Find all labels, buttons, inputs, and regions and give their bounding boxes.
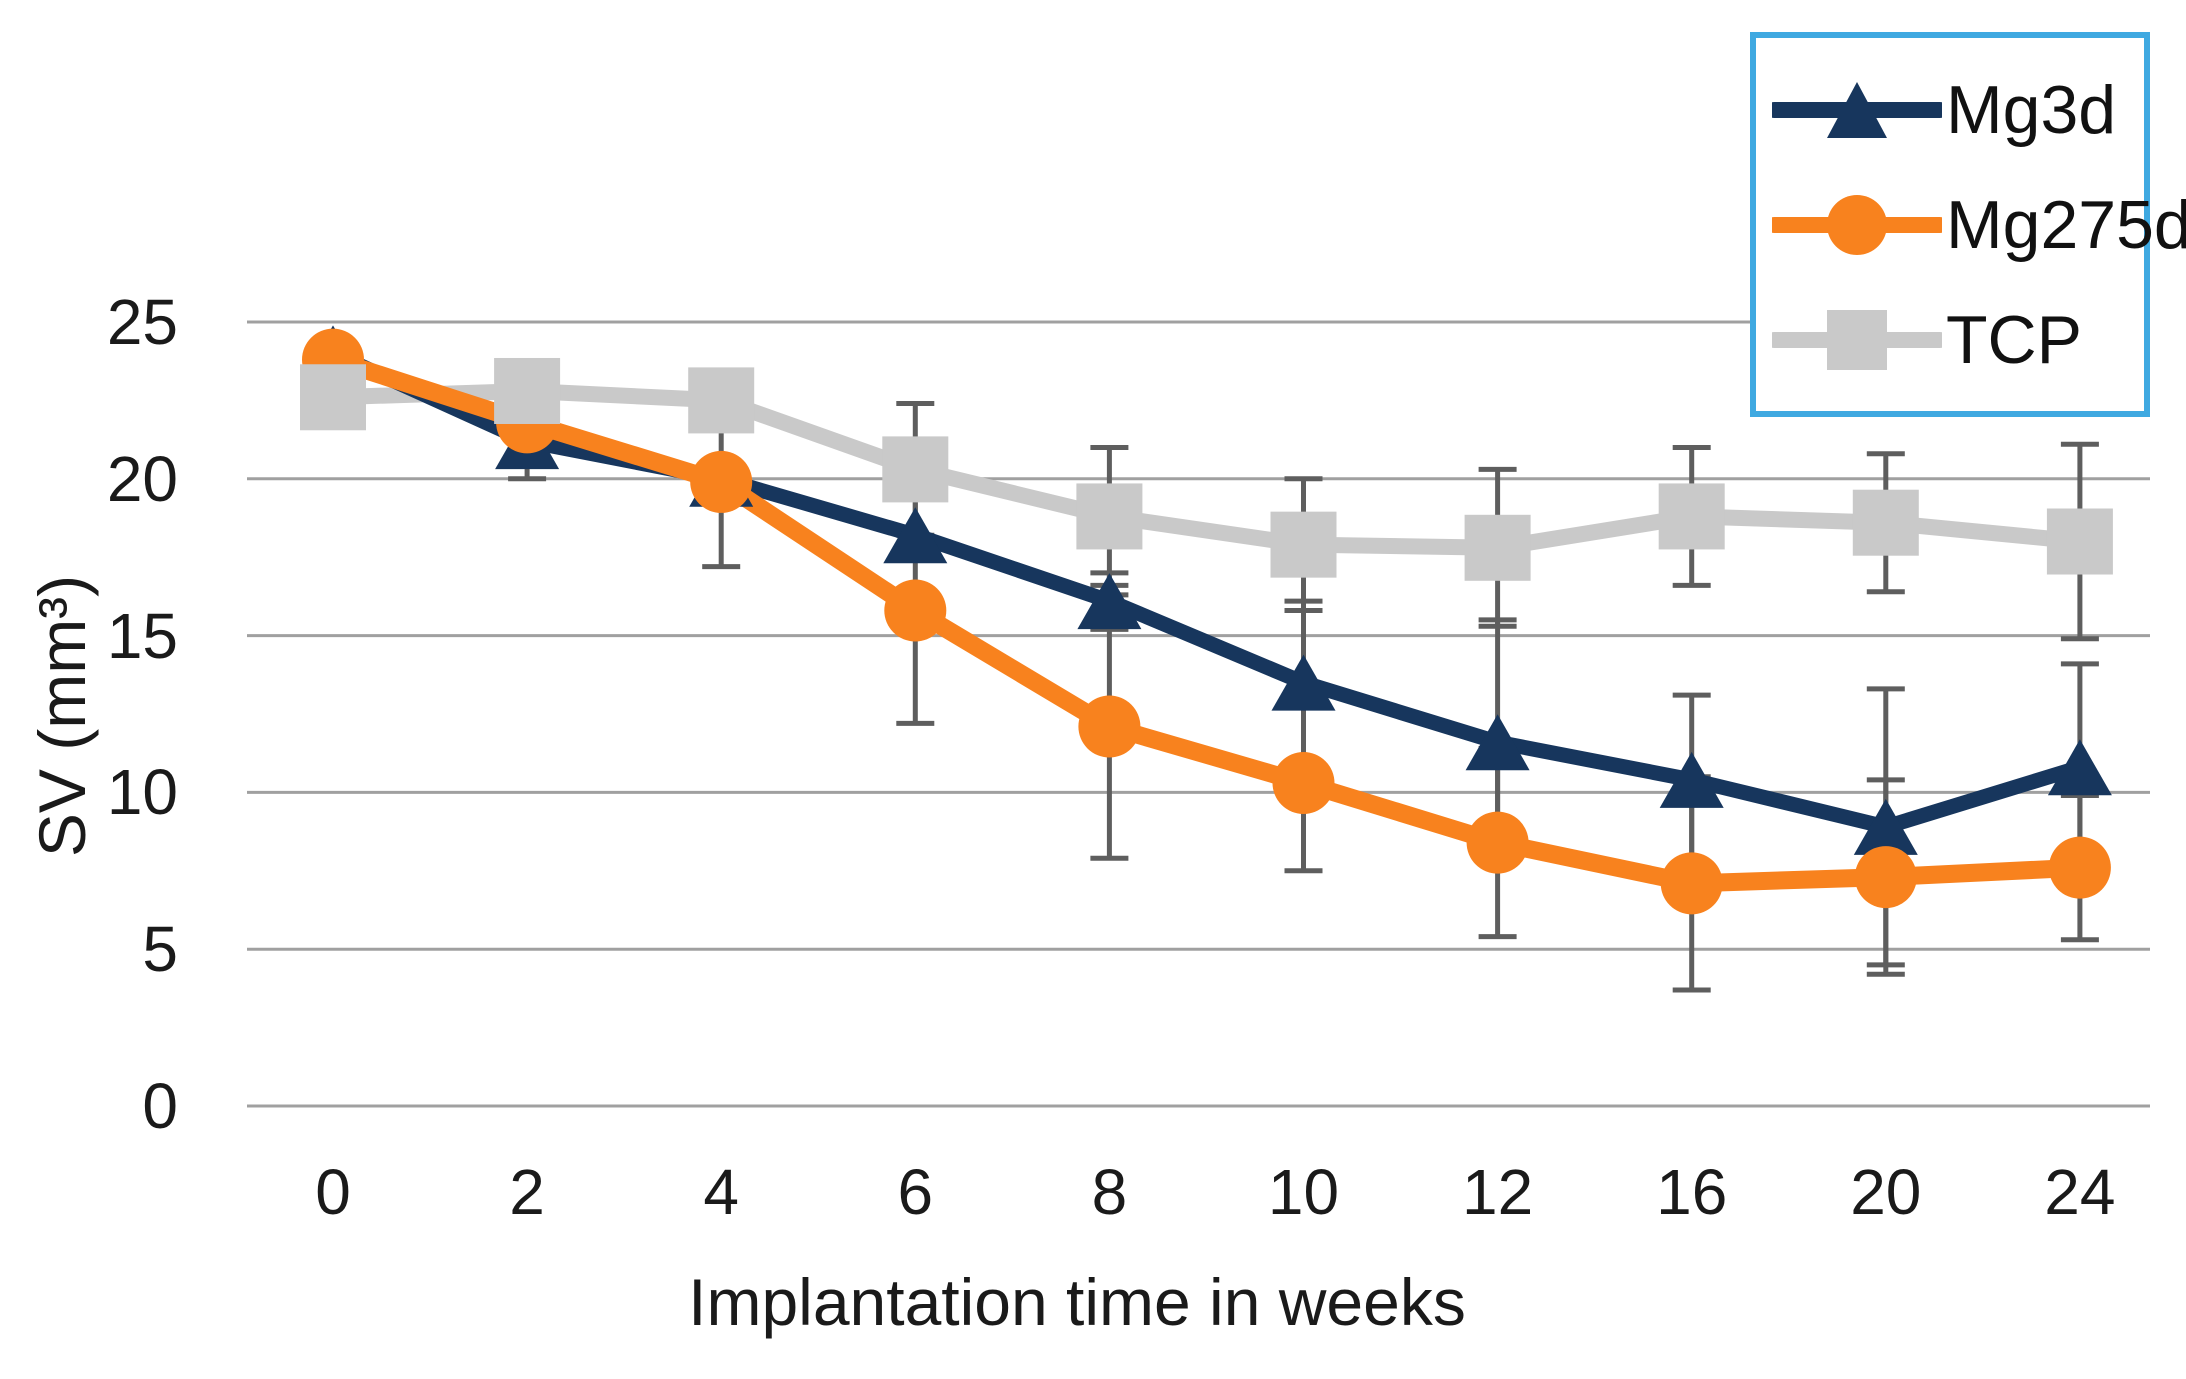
y-tick-label-15: 15 — [106, 599, 178, 672]
gridlines — [247, 320, 2150, 1108]
legend-marker-circle-icon — [1772, 194, 1942, 255]
legend-marker-triangle-icon — [1772, 81, 1942, 138]
series-markers-TCP — [300, 357, 2113, 581]
legend-box: Mg3d Mg275d TCP — [1750, 32, 2186, 417]
series-line-Mg275d — [324, 350, 2089, 893]
marker-TCP-10 — [1270, 511, 1337, 578]
y-tick-label-5: 5 — [142, 913, 178, 986]
marker-Mg275d-10 — [1272, 751, 1335, 814]
marker-Mg275d-12 — [1466, 811, 1529, 874]
x-tick-label-16: 16 — [1656, 1156, 1728, 1228]
marker-Mg275d-20 — [1854, 846, 1917, 909]
marker-Mg3d-16 — [1659, 751, 1724, 808]
x-tick-label-0: 0 — [315, 1156, 351, 1228]
x-tick-label-2: 2 — [509, 1156, 545, 1228]
x-tick-label-24: 24 — [2044, 1156, 2116, 1228]
marker-Mg3d-12 — [1465, 714, 1530, 771]
x-tick-label-4: 4 — [703, 1156, 739, 1228]
x-tick-label-8: 8 — [1091, 1156, 1128, 1228]
marker-Mg3d-20 — [1853, 798, 1918, 855]
marker-Mg275d-16 — [1660, 852, 1723, 915]
y-tick-label-20: 20 — [106, 442, 178, 515]
marker-Mg3d-8 — [1077, 573, 1142, 630]
marker-TCP-6 — [882, 436, 949, 503]
legend-label: TCP — [1946, 301, 2082, 378]
legend-label: Mg275d — [1946, 186, 2186, 263]
y-tick-label-10: 10 — [106, 756, 178, 829]
x-axis-title: Implantation time in weeks — [688, 1265, 1466, 1339]
marker-TCP-20 — [1852, 489, 1919, 556]
y-axis-title: SV (mm³) — [25, 574, 99, 858]
marker-TCP-2 — [494, 357, 561, 424]
legend-item-mg275d: Mg275d — [1772, 180, 2186, 270]
marker-TCP-16 — [1658, 483, 1725, 550]
marker-TCP-0 — [300, 364, 366, 431]
x-tick-label-10: 10 — [1267, 1156, 1340, 1228]
marker-Mg275d-8 — [1078, 695, 1141, 758]
marker-Mg3d-10 — [1271, 654, 1336, 711]
marker-Mg275d-4 — [690, 450, 753, 513]
marker-Mg275d-24 — [2048, 836, 2111, 899]
legend-item-tcp: TCP — [1772, 295, 2144, 385]
marker-TCP-12 — [1464, 514, 1531, 581]
marker-Mg275d-6 — [884, 579, 947, 642]
legend-label: Mg3d — [1946, 71, 2117, 148]
series-line-TCP — [325, 382, 2088, 556]
legend-item-mg3d: Mg3d — [1772, 65, 2144, 155]
legend-marker-square-icon — [1772, 309, 1942, 370]
x-tick-label-6: 6 — [897, 1156, 934, 1228]
x-tick-label-12: 12 — [1462, 1156, 1534, 1228]
marker-Mg3d-6 — [883, 507, 948, 564]
y-tick-label-0: 0 — [142, 1070, 178, 1142]
marker-TCP-24 — [2046, 508, 2113, 575]
marker-Mg3d-24 — [2047, 739, 2112, 796]
marker-TCP-4 — [688, 367, 755, 434]
x-tick-label-20: 20 — [1850, 1156, 1922, 1228]
y-tick-label-25: 25 — [106, 286, 178, 358]
marker-TCP-8 — [1076, 483, 1143, 550]
